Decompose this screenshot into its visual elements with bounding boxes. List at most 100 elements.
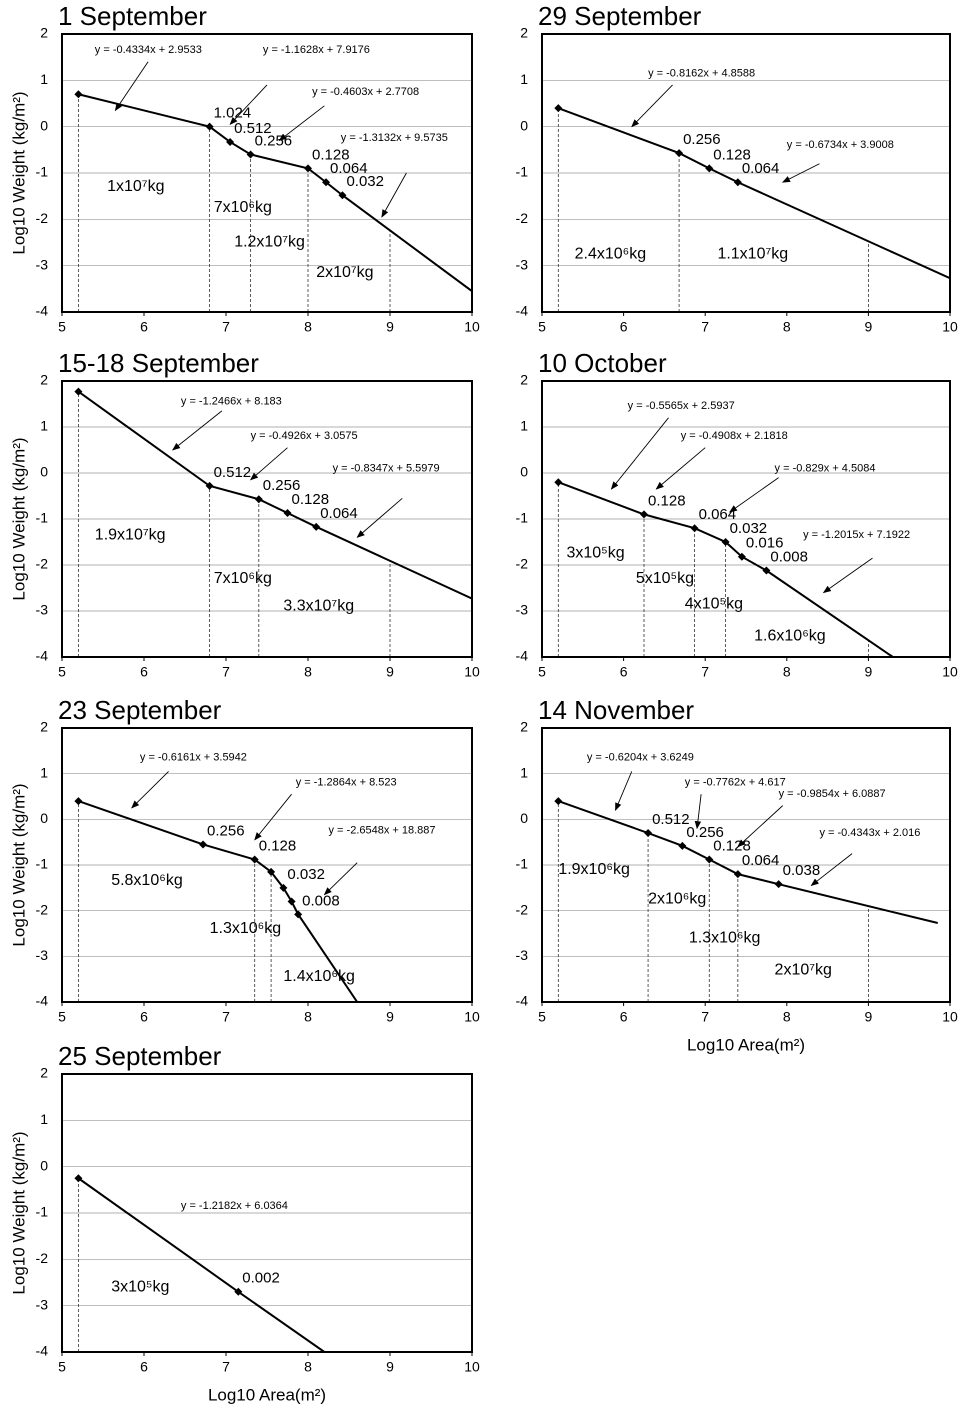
point-label: 0.128 [648,492,686,509]
arrow [737,805,784,848]
panel-title: 25 September [58,1041,222,1071]
x-tick-label: 7 [701,319,709,335]
point [283,509,292,518]
mass-label: 2x10⁷kg [316,264,373,281]
y-axis-label: Log10 Weight (kg/m²) [9,437,28,600]
mass-label: 1.9x10⁷kg [95,526,166,543]
equation: y = -0.4334x + 2.9533 [95,44,202,56]
mass-label: 7x10⁶kg [214,570,272,587]
y-tick-label: 0 [520,117,528,133]
point-label: 0.064 [320,505,358,522]
y-tick-label: -3 [36,1296,49,1312]
equation: y = -0.4343x + 2.016 [819,827,920,839]
point-label: 0.256 [207,822,245,839]
fit-line [77,390,472,600]
equation: y = -0.5565x + 2.5937 [628,400,735,412]
point-label: 0.016 [746,535,784,552]
mass-label: 1.9x10⁶kg [558,861,630,878]
equation: y = -0.4908x + 2.1818 [681,430,788,442]
x-tick-label: 9 [865,319,873,335]
y-tick-label: 1 [520,71,528,87]
y-tick-label: 0 [520,464,528,480]
arrow [631,84,673,128]
arrow [356,497,403,538]
y-tick-label: -1 [36,856,49,872]
point [287,897,296,906]
y-tick-label: -1 [516,510,529,526]
y-tick-label: 0 [520,810,528,826]
equation: y = -0.9854x + 6.0887 [779,788,886,800]
point [733,178,742,187]
x-tick-label: 10 [464,1359,480,1375]
point [234,1287,243,1296]
point [74,1174,83,1183]
mass-label: 7x10⁶kg [214,199,272,216]
y-tick-label: 0 [40,1157,48,1173]
point [737,552,746,561]
point [705,855,714,864]
panel-title: 29 September [538,1,702,31]
arrow [610,417,669,490]
point-label: 0.064 [330,160,368,177]
y-tick-label: 1 [40,418,48,434]
equation: y = -1.2015x + 7.1922 [803,529,910,541]
point [226,137,235,146]
point [294,910,303,919]
equation: y = -0.4603x + 2.7708 [312,86,419,98]
point [675,149,684,158]
arrow [694,794,702,830]
y-tick-label: 2 [520,719,528,735]
y-tick-label: -1 [36,1204,49,1220]
y-tick-label: -1 [516,856,529,872]
mass-label: 2x10⁷kg [775,961,832,978]
x-tick-label: 8 [783,1009,791,1025]
y-tick-label: -3 [36,947,49,963]
mass-label: 1.4x10⁶kg [283,968,355,985]
x-tick-label: 6 [140,664,148,680]
x-tick-label: 6 [140,319,148,335]
x-tick-label: 7 [701,1009,709,1025]
x-axis-label: Log10 Area(m²) [687,1035,805,1054]
point [205,122,214,131]
y-tick-label: -3 [36,256,49,272]
point [554,104,563,113]
point [678,841,687,850]
y-tick-label: -2 [36,901,49,917]
point-label: 0.128 [292,491,330,508]
equation: y = -1.2466x + 8.183 [181,396,282,408]
arrow [254,793,292,841]
arrow [810,853,853,887]
point-label: 0.032 [287,866,325,883]
point-label: 0.256 [683,131,721,148]
x-tick-label: 8 [783,319,791,335]
x-tick-label: 9 [865,664,873,680]
x-tick-label: 8 [783,664,791,680]
point-label: 0.128 [312,146,350,163]
mass-label: 5x10⁵kg [636,570,694,587]
arrow [114,61,149,112]
point [705,164,714,173]
x-tick-label: 8 [304,1359,312,1375]
y-tick-label: -4 [516,648,529,664]
point [312,522,321,531]
point [304,164,312,173]
y-tick-label: 2 [40,25,48,41]
y-tick-label: -2 [36,210,49,226]
x-tick-label: 9 [386,319,394,335]
y-tick-label: -3 [516,602,529,618]
y-tick-label: 0 [40,117,48,133]
x-tick-label: 5 [538,319,546,335]
point-label: 0.064 [742,160,780,177]
equation: y = -0.6161x + 3.5942 [140,752,247,764]
x-tick-label: 8 [304,1009,312,1025]
mass-label: 1.2x10⁷kg [234,234,305,251]
point [322,178,331,187]
y-tick-label: -4 [36,648,49,664]
x-tick-label: 7 [701,664,709,680]
plot-frame [61,1073,473,1353]
x-tick-label: 9 [386,664,394,680]
x-tick-label: 6 [620,664,628,680]
point [774,880,783,889]
